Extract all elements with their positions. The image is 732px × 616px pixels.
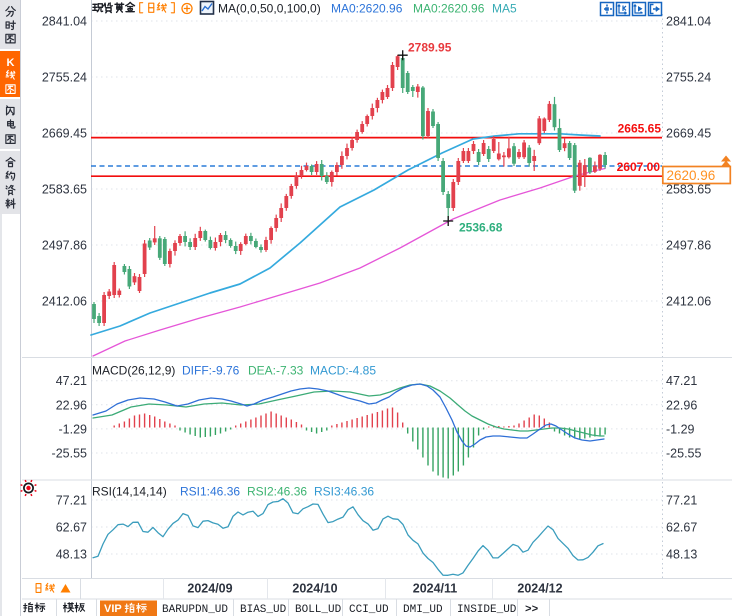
svg-text:2620.96: 2620.96 xyxy=(667,168,716,183)
svg-text:-1.29: -1.29 xyxy=(59,422,88,436)
svg-text:RSI2:46.36: RSI2:46.36 xyxy=(247,485,307,499)
svg-text:48.13: 48.13 xyxy=(666,548,697,562)
svg-text:DEA:-7.33: DEA:-7.33 xyxy=(248,364,304,378)
svg-text:2583.65: 2583.65 xyxy=(666,183,711,197)
svg-text:INSIDE_UD: INSIDE_UD xyxy=(457,604,517,616)
svg-text:2497.86: 2497.86 xyxy=(42,239,87,253)
svg-text:>>: >> xyxy=(525,604,539,616)
svg-text:2024/09: 2024/09 xyxy=(187,582,232,596)
svg-text:48.13: 48.13 xyxy=(56,548,87,562)
svg-text:2412.06: 2412.06 xyxy=(42,295,87,309)
svg-text:2497.86: 2497.86 xyxy=(666,239,711,253)
svg-text:2024/12: 2024/12 xyxy=(517,582,562,596)
svg-text:47.21: 47.21 xyxy=(56,374,87,388)
svg-text:-25.55: -25.55 xyxy=(666,447,701,461)
svg-text:2789.95: 2789.95 xyxy=(408,41,452,55)
svg-text:MA0:2620.96: MA0:2620.96 xyxy=(413,2,485,16)
svg-text:62.67: 62.67 xyxy=(666,521,697,535)
svg-text:2669.45: 2669.45 xyxy=(42,127,87,141)
svg-text:77.21: 77.21 xyxy=(666,494,697,508)
svg-text:47.21: 47.21 xyxy=(666,374,697,388)
svg-text:VIP: VIP xyxy=(104,603,122,615)
svg-text:22.96: 22.96 xyxy=(666,398,697,412)
svg-text:2669.45: 2669.45 xyxy=(666,127,711,141)
svg-text:RSI(14,14,14): RSI(14,14,14) xyxy=(92,485,167,499)
svg-text:DIFF:-9.76: DIFF:-9.76 xyxy=(182,364,240,378)
svg-text:-25.55: -25.55 xyxy=(52,447,87,461)
svg-text:MA5: MA5 xyxy=(492,2,517,16)
svg-text:CCI_UD: CCI_UD xyxy=(349,604,389,616)
svg-text:BIAS_UD: BIAS_UD xyxy=(240,604,287,616)
svg-text:K: K xyxy=(7,57,15,69)
svg-text:DMI_UD: DMI_UD xyxy=(403,604,443,616)
svg-text:MACD(26,12,9): MACD(26,12,9) xyxy=(92,364,175,378)
svg-text:RSI1:46.36: RSI1:46.36 xyxy=(180,485,240,499)
svg-text:MA0:2620.96: MA0:2620.96 xyxy=(331,2,403,16)
svg-text:2841.04: 2841.04 xyxy=(42,15,87,29)
svg-text:2755.24: 2755.24 xyxy=(42,71,87,85)
svg-text:2755.24: 2755.24 xyxy=(666,71,711,85)
svg-text:-1.29: -1.29 xyxy=(666,422,695,436)
svg-text:2665.65: 2665.65 xyxy=(618,122,662,136)
svg-text:62.67: 62.67 xyxy=(56,521,87,535)
svg-text:2841.04: 2841.04 xyxy=(666,15,711,29)
svg-text:2583.65: 2583.65 xyxy=(42,183,87,197)
svg-text:2607.00: 2607.00 xyxy=(617,160,661,174)
svg-text:MACD:-4.85: MACD:-4.85 xyxy=(310,364,376,378)
svg-text:22.96: 22.96 xyxy=(56,398,87,412)
svg-text:77.21: 77.21 xyxy=(56,494,87,508)
svg-text:BOLL_UD: BOLL_UD xyxy=(295,604,342,616)
svg-text:2024/10: 2024/10 xyxy=(292,582,337,596)
svg-text:BARUPDN_UD: BARUPDN_UD xyxy=(162,604,228,616)
svg-text:2536.68: 2536.68 xyxy=(459,221,503,235)
svg-text:2024/11: 2024/11 xyxy=(413,582,458,596)
svg-text:2412.06: 2412.06 xyxy=(666,295,711,309)
svg-text:RSI3:46.36: RSI3:46.36 xyxy=(314,485,374,499)
svg-text:MA(0,0,50,0,100,0): MA(0,0,50,0,100,0) xyxy=(218,2,321,16)
